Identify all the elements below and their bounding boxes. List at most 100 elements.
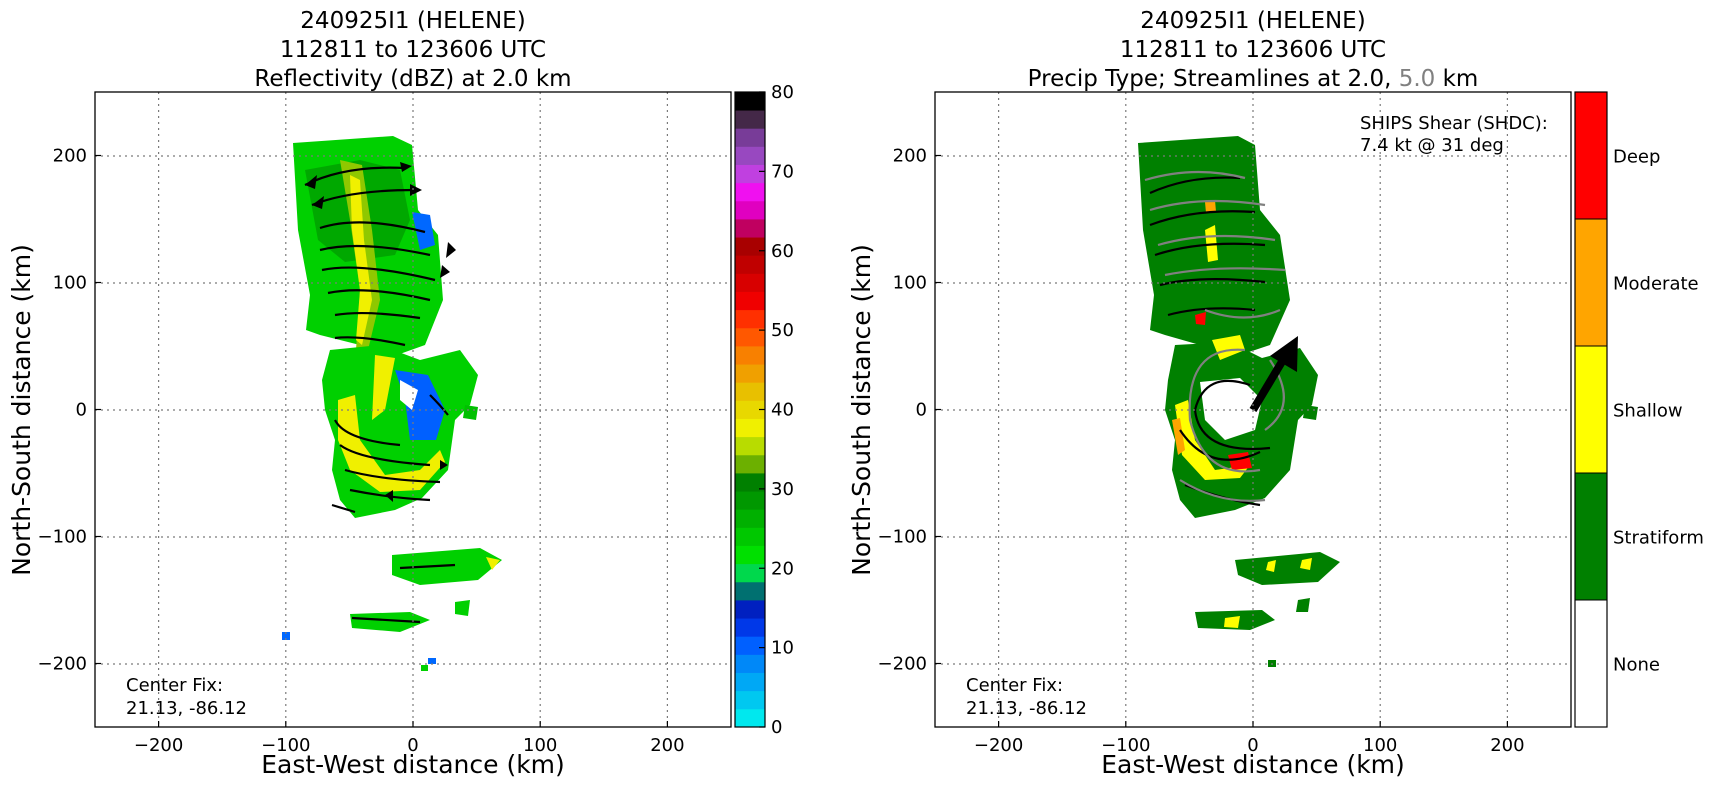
right-title-line-3: Precip Type; Streamlines at 2.0, 5.0 km xyxy=(1028,66,1479,92)
precip-region xyxy=(1303,405,1318,420)
colorbar-tick-label: 0 xyxy=(771,717,782,738)
colorbar-segment xyxy=(735,563,765,583)
reflectivity-field xyxy=(282,136,502,671)
echo-region xyxy=(338,395,445,492)
right-ticks: −200 −100 0 100 200 −200 −100 0 100 200 xyxy=(878,146,1525,757)
colorbar-segment xyxy=(735,309,765,329)
precip-region xyxy=(1300,558,1312,570)
right-title-line-2: 112811 to 123606 UTC xyxy=(1120,37,1386,63)
precip-type-field xyxy=(1138,136,1340,667)
colorbar-segment xyxy=(735,255,765,274)
shear-label: SHIPS Shear (SHDC): xyxy=(1360,113,1548,134)
colorbar-segment xyxy=(735,146,765,165)
precip-region xyxy=(1224,616,1240,628)
colorbar-segment xyxy=(735,654,765,673)
x-tick-label: −100 xyxy=(261,735,310,756)
echo-region xyxy=(463,405,478,420)
precip-region xyxy=(1266,560,1276,572)
category-swatch xyxy=(1574,599,1608,728)
y-tick-label: 0 xyxy=(76,400,87,421)
precip-region xyxy=(1205,200,1216,213)
colorbar-segment xyxy=(735,527,765,546)
right-y-axis-label: North-South distance (km) xyxy=(847,244,876,576)
echo-region xyxy=(372,355,395,420)
colorbar-segment xyxy=(735,473,765,492)
precip-region xyxy=(1172,418,1185,455)
colorbar-segment xyxy=(735,436,765,456)
echo-region xyxy=(350,175,372,345)
x-tick-label: −100 xyxy=(1101,735,1150,756)
left-center-fix-value: 21.13, -86.12 xyxy=(126,698,247,719)
y-tick-label: 0 xyxy=(916,400,927,421)
colorbar-tick-label: 70 xyxy=(771,161,794,182)
category-label: Deep xyxy=(1613,147,1660,168)
colorbar-segment xyxy=(735,618,765,637)
colorbar-segment xyxy=(735,364,765,383)
category-swatch xyxy=(1574,218,1608,347)
left-gridlines xyxy=(95,92,731,727)
y-tick-label: −200 xyxy=(38,654,87,675)
colorbar-segment xyxy=(735,454,765,474)
y-tick-label: 200 xyxy=(893,146,927,167)
category-label: None xyxy=(1613,655,1660,676)
colorbar-segment xyxy=(735,237,765,256)
colorbar-tick-label: 80 xyxy=(771,82,794,103)
category-swatch xyxy=(1574,472,1608,601)
x-tick-label: −200 xyxy=(974,735,1023,756)
colorbar-tick-label: 50 xyxy=(771,320,794,341)
precip-region xyxy=(1296,598,1310,612)
x-tick-label: −200 xyxy=(134,735,183,756)
shear-value: 7.4 kt @ 31 deg xyxy=(1360,135,1504,156)
left-title-line-3: Reflectivity (dBZ) at 2.0 km xyxy=(254,66,571,92)
precip-region xyxy=(1228,452,1252,470)
y-tick-label: 100 xyxy=(53,273,87,294)
y-tick-label: −100 xyxy=(38,527,87,548)
shear-vector-arrow xyxy=(1249,336,1298,413)
category-label: Stratiform xyxy=(1613,528,1704,549)
colorbar-segment xyxy=(735,200,765,220)
precip-region xyxy=(1195,312,1206,325)
reflectivity-colorbar: 0 10 20 30 40 50 60 70 80 xyxy=(735,82,794,738)
right-x-axis-label: East-West distance (km) xyxy=(1101,750,1405,779)
colorbar-segment xyxy=(735,491,765,510)
colorbar-tick-label: 60 xyxy=(771,241,794,262)
echo-region xyxy=(421,665,428,671)
colorbar-segment xyxy=(735,636,765,655)
colorbar-segment xyxy=(735,672,765,692)
wind-barb-flags xyxy=(305,162,456,502)
colorbar-segment xyxy=(735,581,765,601)
y-tick-label: −200 xyxy=(878,654,927,675)
category-label: Moderate xyxy=(1613,274,1699,295)
category-label: Shallow xyxy=(1613,401,1683,422)
y-tick-label: 100 xyxy=(893,273,927,294)
left-title-line-1: 240925I1 (HELENE) xyxy=(300,8,525,34)
colorbar-tick-label: 20 xyxy=(771,558,794,579)
colorbar-segment xyxy=(735,164,765,184)
colorbar-segment xyxy=(735,128,765,147)
right-title-line-1: 240925I1 (HELENE) xyxy=(1140,8,1365,34)
echo-region xyxy=(455,600,470,616)
x-tick-label: 100 xyxy=(523,735,557,756)
precip-region xyxy=(1200,378,1262,440)
reflectivity-colorbar-frame xyxy=(734,91,766,728)
echo-region xyxy=(428,658,436,664)
x-tick-label: 0 xyxy=(1247,735,1258,756)
echo-region xyxy=(350,612,430,632)
y-tick-label: −100 xyxy=(878,527,927,548)
left-x-axis-label: East-West distance (km) xyxy=(261,750,565,779)
x-tick-label: 100 xyxy=(1363,735,1397,756)
precip-region xyxy=(1212,335,1245,360)
precip-region xyxy=(1175,400,1250,480)
left-title-line-2: 112811 to 123606 UTC xyxy=(280,37,546,63)
echo-region xyxy=(486,557,500,570)
colorbar-segment xyxy=(735,382,765,401)
colorbar-segment xyxy=(735,92,765,111)
colorbar-tick-label: 10 xyxy=(771,638,794,659)
left-ticks: −200 −100 0 100 200 −200 −100 0 100 200 xyxy=(38,146,685,757)
colorbar-tick-label: 30 xyxy=(771,479,794,500)
x-tick-label: 200 xyxy=(650,735,684,756)
colorbar-segment xyxy=(735,400,765,419)
right-gridlines xyxy=(935,92,1571,727)
colorbar-segment xyxy=(735,418,765,438)
